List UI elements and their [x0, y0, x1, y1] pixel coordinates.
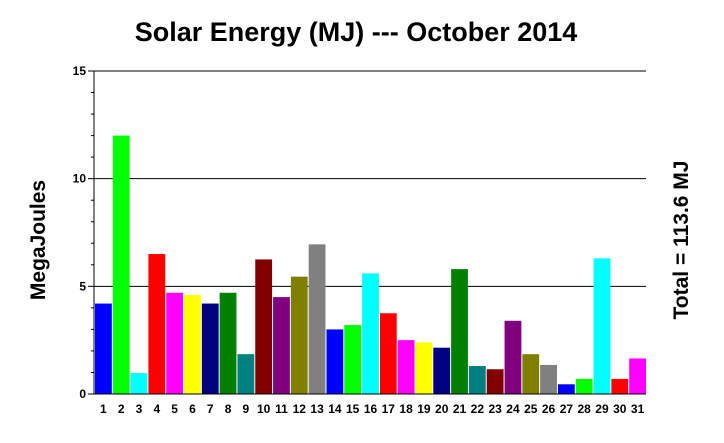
x-tick-label: 21: [453, 402, 467, 416]
bar: [273, 297, 290, 394]
x-tick-label: 5: [171, 402, 178, 416]
bar: [255, 259, 273, 394]
x-tick-label: 9: [243, 402, 250, 416]
axes: [88, 70, 646, 395]
x-tick-label: 22: [471, 402, 485, 416]
bar: [433, 347, 451, 394]
x-tick-labels: 1 2 3 4 5 6 7 8 9 10 11 12 13 14 15 16 17 18 19 20 21 22 23 24 2…: [100, 402, 645, 416]
bar: [486, 369, 504, 394]
x-tick-label: 13: [310, 402, 324, 416]
y-tick-labels: 0 5 10 15: [73, 64, 87, 401]
bar: [308, 244, 326, 394]
bar: [379, 313, 397, 394]
y-tick-label: 15: [73, 64, 87, 78]
x-tick-label: 1: [100, 402, 107, 416]
bar: [451, 269, 468, 394]
bar: [362, 273, 379, 394]
x-tick-label: 11: [275, 402, 288, 416]
bar: [166, 292, 184, 394]
bar: [593, 258, 611, 394]
x-tick-label: 25: [524, 402, 538, 416]
x-tick-label: 24: [506, 402, 520, 416]
x-tick-label: 29: [595, 402, 609, 416]
y-tick-label: 5: [79, 279, 86, 293]
bar: [629, 358, 646, 394]
x-tick-label: 23: [488, 402, 502, 416]
x-tick-label: 20: [435, 402, 449, 416]
x-tick-label: 12: [293, 402, 307, 416]
bar: [522, 354, 540, 394]
y-tick-label: 0: [79, 387, 86, 401]
x-tick-label: 28: [577, 402, 591, 416]
bar: [557, 384, 575, 394]
x-tick-label: 27: [560, 402, 574, 416]
total-label: Total = 113.6 MJ: [670, 161, 693, 320]
bar: [95, 303, 112, 394]
x-tick-label: 26: [542, 402, 556, 416]
gridlines: [94, 70, 646, 287]
bar: [112, 135, 130, 394]
x-tick-label: 10: [257, 402, 271, 416]
x-tick-label: 30: [613, 402, 627, 416]
bars: [95, 135, 646, 394]
bar: [326, 329, 344, 394]
bar: [575, 378, 593, 394]
x-tick-label: 17: [382, 402, 396, 416]
y-tick-label: 10: [73, 172, 87, 186]
bar: [468, 366, 486, 394]
bar: [148, 254, 166, 394]
bar: [184, 294, 201, 394]
bar: [344, 325, 362, 394]
bar: [540, 364, 557, 394]
bar: [290, 276, 308, 394]
y-axis-title: MegaJoules: [27, 180, 50, 300]
x-tick-label: 16: [364, 402, 378, 416]
bar: [201, 303, 219, 394]
x-tick-label: 4: [153, 402, 160, 416]
bar: [504, 320, 522, 394]
bar: [611, 378, 629, 394]
x-tick-label: 8: [225, 402, 232, 416]
bar: [415, 342, 433, 394]
x-tick-label: 2: [118, 402, 125, 416]
x-tick-label: 15: [346, 402, 360, 416]
x-tick-label: 7: [207, 402, 214, 416]
x-tick-label: 18: [399, 402, 413, 416]
x-tick-label: 14: [328, 402, 342, 416]
bar: [237, 354, 255, 394]
chart-title: Solar Energy (MJ) --- October 2014: [135, 17, 578, 47]
bar: [130, 373, 148, 394]
x-tick-label: 31: [631, 402, 645, 416]
x-tick-label: 19: [417, 402, 431, 416]
x-tick-label: 6: [189, 402, 196, 416]
x-tick-label: 3: [136, 402, 143, 416]
bar: [219, 292, 237, 394]
bar: [397, 340, 415, 394]
